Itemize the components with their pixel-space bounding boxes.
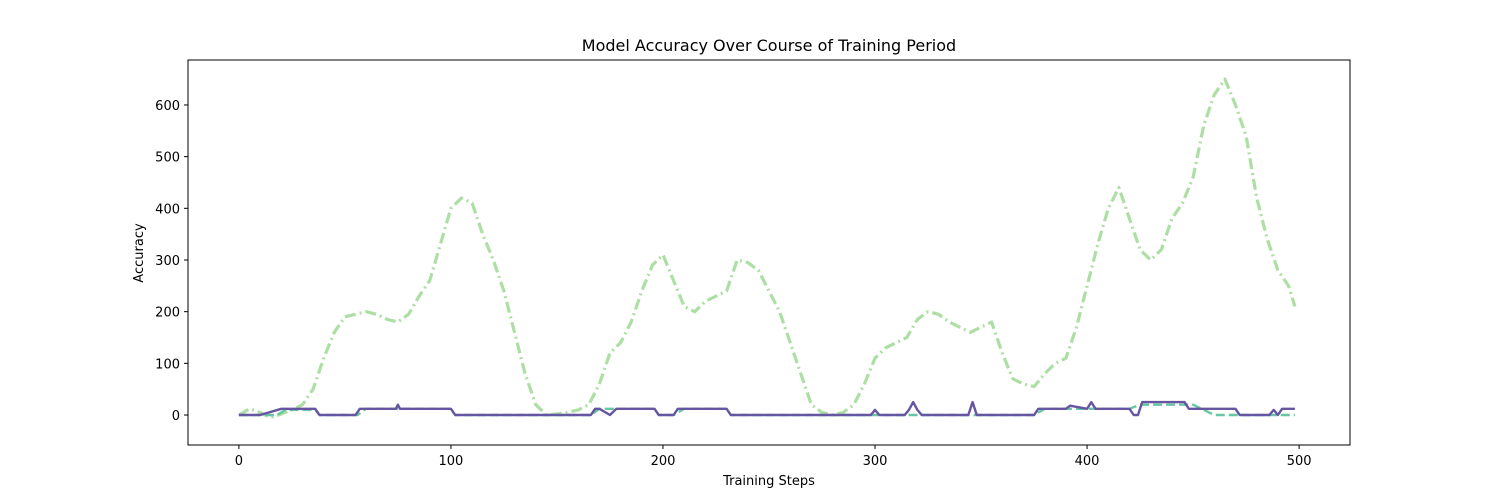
chart-title: Model Accuracy Over Course of Training P… xyxy=(582,36,956,55)
y-tick-label: 300 xyxy=(155,254,180,269)
y-tick-label: 500 xyxy=(155,151,180,166)
y-axis: 0 100 200 300 400 500 600 xyxy=(155,99,188,424)
series-layer xyxy=(238,77,1297,420)
x-tick-label: 500 xyxy=(1287,454,1312,469)
y-tick-label: 600 xyxy=(155,99,180,114)
x-tick-label: 200 xyxy=(651,454,676,469)
x-tick-label: 0 xyxy=(235,454,243,469)
x-tick-label: 100 xyxy=(439,454,464,469)
y-tick-label: 0 xyxy=(172,409,180,424)
x-axis: 0 100 200 300 400 500 xyxy=(235,445,1312,469)
x-tick-label: 400 xyxy=(1075,454,1100,469)
y-tick-label: 400 xyxy=(155,202,180,217)
x-axis-title: Training Steps xyxy=(722,474,815,489)
x-tick-label: 300 xyxy=(863,454,888,469)
y-tick-label: 100 xyxy=(155,357,180,372)
y-axis-title: Accuracy xyxy=(132,223,147,283)
series-line-dashdot xyxy=(238,77,1297,420)
y-tick-label: 200 xyxy=(155,306,180,321)
series-line-solid xyxy=(238,400,1295,417)
plot-frame xyxy=(187,59,1351,446)
